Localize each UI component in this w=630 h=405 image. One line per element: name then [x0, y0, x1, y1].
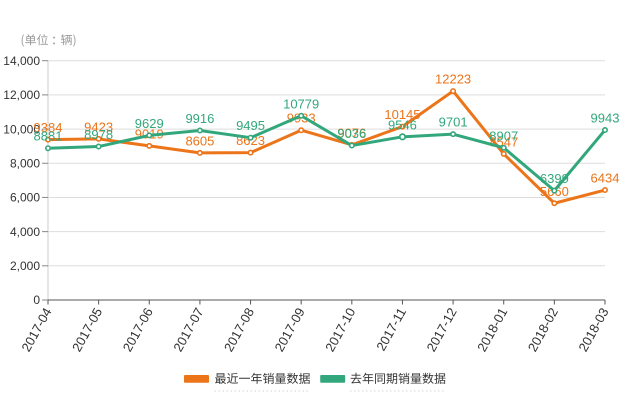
svg-text:8605: 8605	[185, 133, 214, 148]
svg-text:6434: 6434	[591, 171, 620, 186]
svg-text:2,000: 2,000	[10, 259, 40, 273]
svg-text:9036: 9036	[337, 126, 366, 141]
svg-text:6399: 6399	[540, 171, 569, 186]
svg-text:8978: 8978	[84, 127, 113, 142]
svg-text:9495: 9495	[236, 118, 265, 133]
svg-text:12223: 12223	[435, 72, 471, 87]
svg-text:9076: 9076	[337, 125, 366, 140]
svg-text:8907: 8907	[489, 128, 518, 143]
svg-text:10145: 10145	[384, 107, 420, 122]
svg-text:9384: 9384	[34, 120, 63, 135]
svg-text:12,000: 12,000	[3, 88, 40, 102]
svg-text:9916: 9916	[185, 111, 214, 126]
svg-text:9701: 9701	[439, 115, 468, 130]
svg-text:8,000: 8,000	[10, 156, 40, 170]
svg-text:8881: 8881	[34, 129, 63, 144]
svg-text:9943: 9943	[591, 111, 620, 126]
svg-text:9423: 9423	[84, 119, 113, 134]
svg-text:10,000: 10,000	[3, 122, 40, 136]
svg-text:14,000: 14,000	[3, 54, 40, 68]
svg-text:9546: 9546	[388, 117, 417, 132]
svg-text:4,000: 4,000	[10, 225, 40, 239]
svg-text:0: 0	[33, 293, 40, 307]
svg-text:9629: 9629	[135, 116, 164, 131]
svg-text:10779: 10779	[283, 96, 319, 111]
svg-text:6,000: 6,000	[10, 191, 40, 205]
